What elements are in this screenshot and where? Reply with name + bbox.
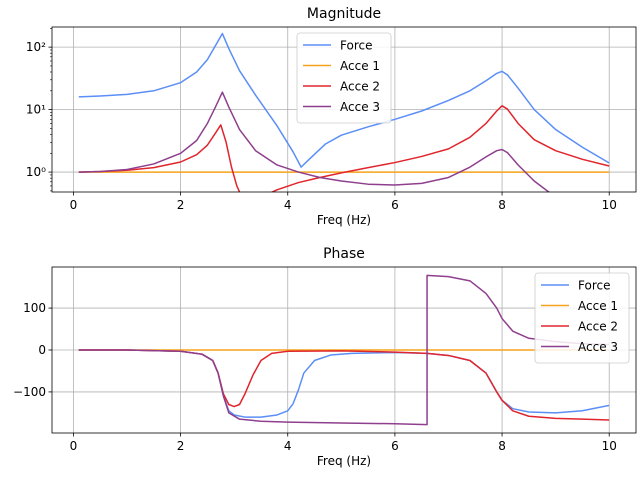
legend-label: Acce 2: [340, 80, 380, 94]
x-tick-label: 8: [498, 439, 506, 453]
legend-label: Force: [340, 39, 372, 53]
x-tick-label: 0: [70, 198, 78, 212]
legend-label: Acce 1: [340, 59, 380, 73]
y-tick-label: 10²: [26, 40, 46, 54]
y-tick-label: 10¹: [26, 103, 46, 117]
legend-label: Acce 1: [578, 299, 618, 313]
series-line-force: [78, 32, 610, 168]
legend-label: Acce 3: [340, 100, 380, 114]
x-tick-label: 2: [177, 198, 185, 212]
x-axis-label: Freq (Hz): [317, 213, 371, 227]
legend: Force Acce 1 Acce 2 Acce 3: [534, 272, 630, 364]
series-line-acce-2: [78, 349, 610, 421]
x-tick-label: 4: [284, 439, 292, 453]
legend-box: [296, 32, 392, 124]
chart-magnitude: 0 2 4 6 8 10 10⁰ 10¹ 10² Magnitude Freq (Hz) Force A…: [26, 6, 637, 227]
legend-label: Force: [578, 279, 610, 293]
y-tick-label: 0: [38, 343, 46, 357]
x-tick-label: 6: [391, 439, 399, 453]
x-tick-label: 4: [284, 198, 292, 212]
x-tick-label: 8: [498, 198, 506, 212]
x-tick-label: 6: [391, 198, 399, 212]
series-group: [78, 274, 610, 426]
series-line-acce-2: [78, 105, 610, 192]
legend: Force Acce 1 Acce 2 Acce 3: [296, 32, 392, 124]
legend-box: [534, 272, 630, 364]
y-tick-label: 100: [23, 301, 46, 315]
x-tick-label: 10: [602, 439, 617, 453]
chart-title: Magnitude: [307, 6, 381, 22]
legend-label: Acce 2: [578, 320, 618, 334]
y-tick-label: 10⁰: [26, 165, 46, 179]
x-tick-label: 2: [177, 439, 185, 453]
chart-phase: 0 2 4 6 8 10 −100 0 100 Phase Freq (Hz) Force Acce 1…: [13, 246, 637, 468]
series-line-acce-3: [78, 274, 610, 426]
series-group: [78, 32, 610, 192]
x-tick-label: 10: [602, 198, 617, 212]
chart-title: Phase: [323, 246, 365, 262]
y-tick-label: −100: [13, 385, 46, 399]
series-line-acce-3: [78, 91, 551, 192]
x-axis-label: Freq (Hz): [317, 454, 371, 468]
series-line-force: [78, 349, 610, 418]
x-tick-label: 0: [70, 439, 78, 453]
legend-label: Acce 3: [578, 340, 618, 354]
